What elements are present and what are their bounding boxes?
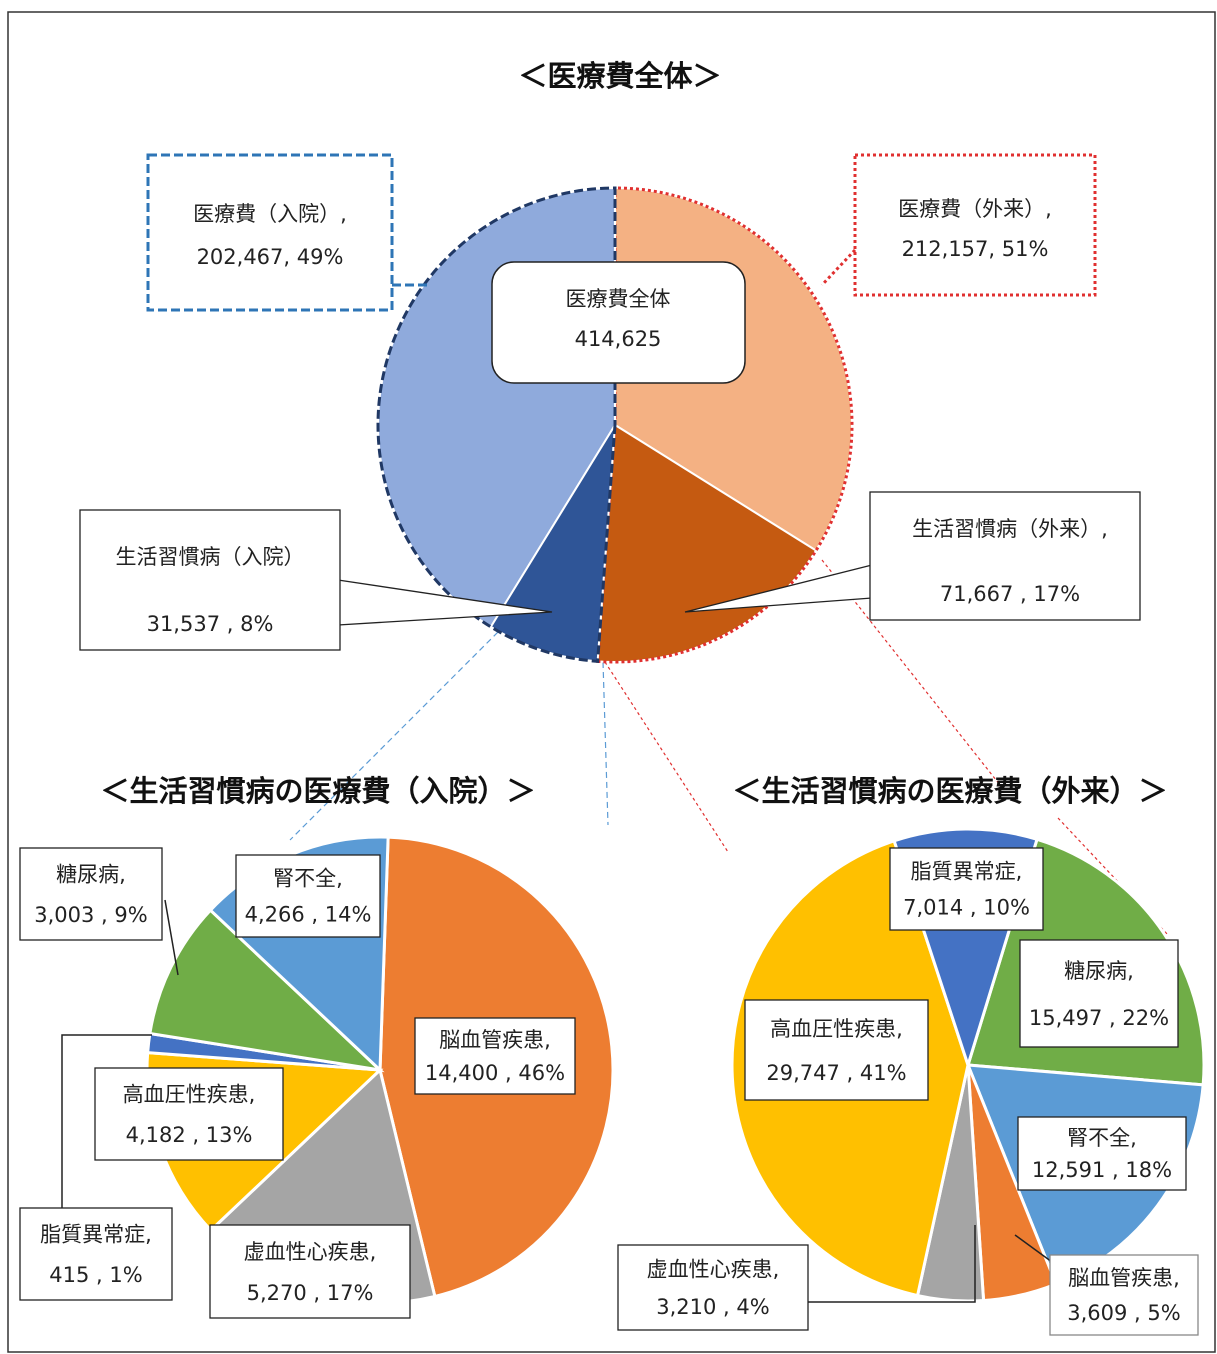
chart-title: ＜生活習慣病の医療費（入院）＞ xyxy=(100,774,535,808)
label-box xyxy=(94,1067,284,1161)
label-box xyxy=(617,1244,809,1331)
data-label: 医療費（外来）, xyxy=(898,197,1052,221)
label-box xyxy=(1017,1116,1187,1191)
data-label: 12,591 , 18% xyxy=(1032,1158,1172,1182)
connector xyxy=(602,661,609,826)
leader-line xyxy=(684,564,873,613)
center-label: 医療費全体 xyxy=(566,287,671,311)
data-label: 4,266 , 14% xyxy=(245,903,372,927)
data-label: 高血圧性疾患, xyxy=(123,1083,256,1107)
leader-line xyxy=(1014,1234,1053,1263)
data-label: 虚血性心疾患, xyxy=(647,1258,780,1282)
pie-slice xyxy=(148,908,385,1073)
pie-slice xyxy=(376,186,617,663)
data-label: 71,667 , 17% xyxy=(940,582,1080,606)
data-label: 脂質異常症, xyxy=(40,1223,152,1247)
data-label: 高血圧性疾患, xyxy=(770,1017,903,1041)
data-label: 415 , 1% xyxy=(49,1263,142,1287)
label-box xyxy=(1019,939,1179,1048)
data-label: 15,497 , 22% xyxy=(1029,1006,1169,1030)
data-label: 脂質異常症, xyxy=(911,860,1023,884)
data-label: 脳血管疾患, xyxy=(1068,1266,1180,1290)
data-label: 212,157, 51% xyxy=(902,237,1049,261)
data-label: 31,537 , 8% xyxy=(147,612,274,636)
label-box xyxy=(889,847,1044,931)
data-label: 生活習慣病（入院） xyxy=(116,545,305,569)
leader-line xyxy=(808,1225,976,1303)
data-label: 3,210 , 4% xyxy=(656,1295,769,1319)
label-box xyxy=(744,999,929,1101)
center-box xyxy=(491,261,746,384)
data-label: 脳血管疾患, xyxy=(439,1028,551,1052)
label-box xyxy=(414,1017,576,1095)
data-label: 4,182 , 13% xyxy=(126,1123,253,1147)
data-label: 医療費（入院）, xyxy=(193,202,347,226)
data-label: 7,014 , 10% xyxy=(903,896,1030,920)
data-label: 腎不全, xyxy=(1067,1126,1137,1150)
label-box xyxy=(869,491,1141,621)
label-box xyxy=(19,847,163,941)
data-label: 5,270 , 17% xyxy=(247,1281,374,1305)
label-box xyxy=(1049,1254,1199,1336)
label-box xyxy=(209,1224,411,1319)
leader-line xyxy=(820,248,857,287)
label-box xyxy=(853,153,1097,297)
data-label: 3,003 , 9% xyxy=(34,903,147,927)
center-value: 414,625 xyxy=(575,327,662,351)
chart-title: ＜医療費全体＞ xyxy=(518,59,721,93)
connector xyxy=(604,661,729,853)
data-label: 腎不全, xyxy=(273,867,343,891)
data-label: 3,609 , 5% xyxy=(1067,1301,1180,1325)
leader-line xyxy=(164,899,179,976)
leader-line xyxy=(337,579,553,626)
label-box xyxy=(146,153,394,312)
data-label: 虚血性心疾患, xyxy=(244,1240,377,1264)
leader-line xyxy=(61,1034,152,1208)
connector xyxy=(289,624,506,841)
data-label: 糖尿病, xyxy=(1064,959,1134,983)
data-label: 14,400 , 46% xyxy=(425,1061,565,1085)
label-box xyxy=(235,854,381,938)
data-label: 糖尿病, xyxy=(56,863,126,887)
data-label: 202,467, 49% xyxy=(197,245,344,269)
data-label: 29,747 , 41% xyxy=(766,1061,906,1085)
label-box xyxy=(79,509,341,651)
label-box xyxy=(19,1207,173,1301)
chart-title: ＜生活習慣病の医療費（外来）＞ xyxy=(732,774,1167,808)
frame xyxy=(7,11,1216,1353)
data-label: 生活習慣病（外来）, xyxy=(912,517,1108,541)
pie-slice xyxy=(596,186,854,664)
